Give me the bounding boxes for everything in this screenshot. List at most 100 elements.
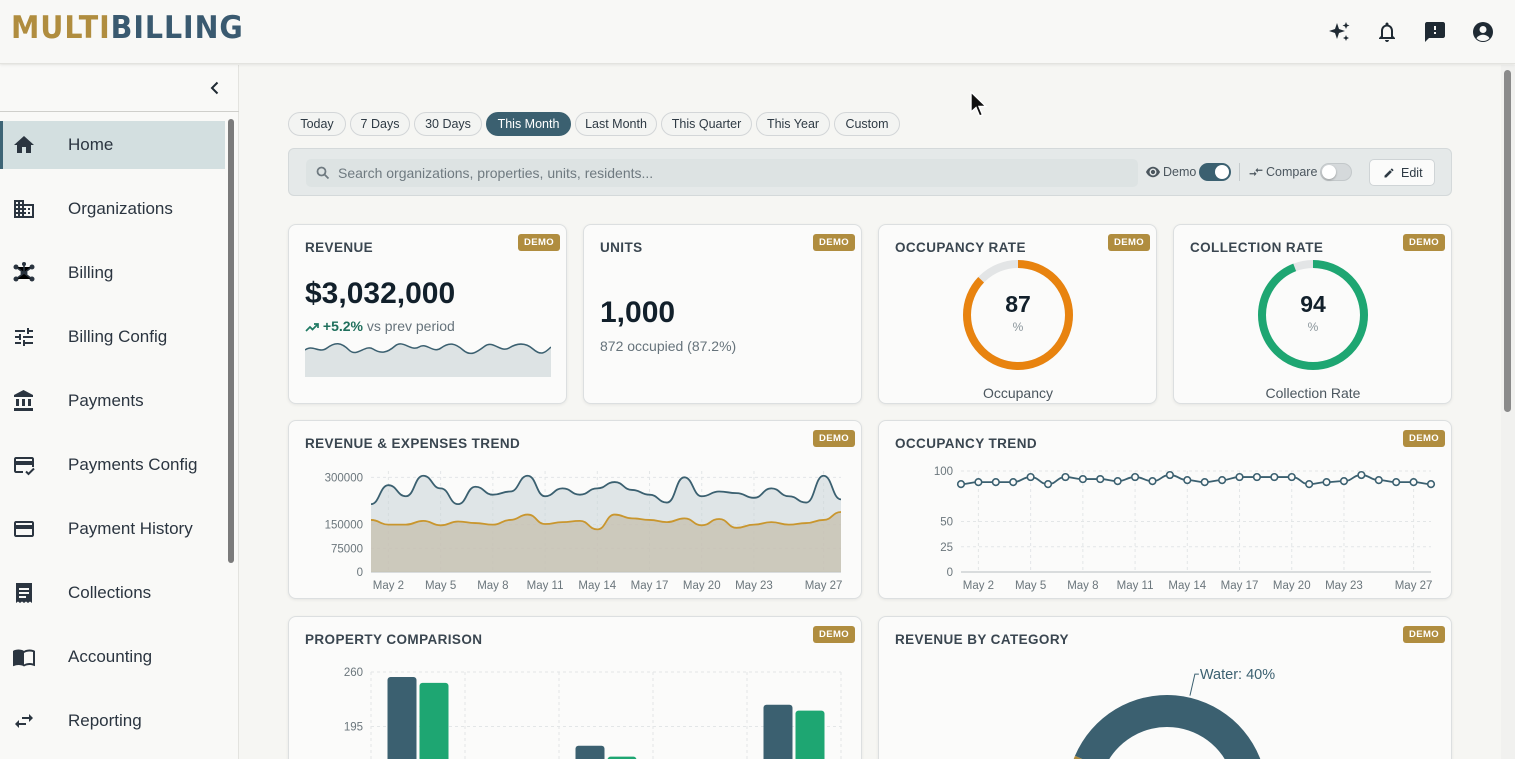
sidebar: Home Organizations Billing Billing Confi… bbox=[0, 65, 239, 759]
search-box[interactable] bbox=[306, 159, 1138, 187]
mouse-cursor-icon bbox=[970, 91, 988, 117]
data-point bbox=[1165, 470, 1174, 480]
compare-toggle[interactable] bbox=[1320, 163, 1352, 181]
collapse-sidebar-button[interactable] bbox=[205, 78, 225, 98]
card-title: OCCUPANCY TREND bbox=[895, 436, 1038, 451]
sidebar-item-label: Reporting bbox=[68, 711, 142, 730]
property-comparison-card: PROPERTY COMPARISON DEMO 195 260 bbox=[288, 616, 862, 759]
y-tick-label: 25 bbox=[940, 542, 953, 554]
book-icon bbox=[12, 645, 36, 669]
sidebar-item-label: Organizations bbox=[68, 199, 173, 218]
x-tick-label: May 14 bbox=[1168, 580, 1206, 592]
units-occupied: 872 occupied (87.2%) bbox=[600, 338, 737, 354]
x-tick-label: May 23 bbox=[1325, 580, 1363, 592]
bank-icon bbox=[12, 389, 36, 413]
filter-last-month[interactable]: Last Month bbox=[575, 112, 657, 136]
bar bbox=[763, 704, 793, 759]
filter-this-month[interactable]: This Month bbox=[486, 112, 571, 136]
occupancy-unit: % bbox=[1012, 320, 1024, 334]
trending-up-icon bbox=[305, 323, 319, 332]
data-point bbox=[991, 478, 1000, 487]
sidebar-item-home[interactable]: Home bbox=[0, 121, 225, 169]
x-tick-label: May 5 bbox=[425, 580, 456, 592]
card-title: UNITS bbox=[600, 240, 643, 255]
compare-icon bbox=[1249, 167, 1263, 177]
app-logo[interactable]: MULTIBILLING bbox=[11, 10, 244, 46]
series-area-2 bbox=[371, 512, 841, 572]
filter-7-days[interactable]: 7 Days bbox=[350, 112, 410, 136]
data-point bbox=[1270, 472, 1279, 482]
y-tick-label: 100 bbox=[934, 466, 953, 478]
sidebar-item-collections[interactable]: Collections bbox=[0, 569, 225, 617]
logo-text-multi: MULTI bbox=[11, 10, 111, 46]
sidebar-scrollbar[interactable] bbox=[228, 119, 234, 563]
data-point bbox=[1043, 480, 1053, 489]
toggle-knob bbox=[1215, 165, 1229, 179]
x-tick-label: May 11 bbox=[1117, 580, 1154, 592]
demo-badge: DEMO bbox=[518, 234, 561, 251]
sidebar-item-payments-config[interactable]: Payments Config bbox=[0, 441, 225, 489]
revenue-change-pct: +5.2% bbox=[322, 318, 363, 334]
sidebar-item-payments[interactable]: Payments bbox=[0, 377, 225, 425]
bar bbox=[419, 682, 449, 759]
revenue-value: $3,032,000 bbox=[305, 277, 456, 310]
data-point bbox=[1374, 475, 1383, 485]
filter-30-days[interactable]: 30 Days bbox=[414, 112, 482, 136]
x-tick-label: May 20 bbox=[683, 580, 721, 592]
feedback-icon[interactable] bbox=[1423, 20, 1447, 44]
sidebar-item-billing-config[interactable]: Billing Config bbox=[0, 313, 225, 361]
data-point bbox=[1061, 472, 1070, 482]
filter-custom[interactable]: Custom bbox=[834, 112, 900, 136]
revenue-sparkline bbox=[305, 343, 551, 377]
sidebar-item-reporting[interactable]: Reporting bbox=[0, 697, 225, 745]
data-point bbox=[1426, 480, 1436, 489]
x-tick-label: May 20 bbox=[1273, 580, 1311, 592]
sidebar-item-accounting[interactable]: Accounting bbox=[0, 633, 225, 681]
data-point bbox=[1130, 472, 1140, 482]
filter-today[interactable]: Today bbox=[288, 112, 346, 136]
slice-label: Water: 40% bbox=[1200, 667, 1275, 683]
revenue-change-suffix: vs prev period bbox=[366, 318, 455, 334]
series-line-2 bbox=[370, 511, 842, 531]
x-tick-label: May 23 bbox=[735, 580, 773, 592]
edit-button[interactable]: Edit bbox=[1369, 159, 1435, 186]
edit-label: Edit bbox=[1401, 166, 1423, 180]
revenue-change: +5.2% vs prev period bbox=[305, 318, 455, 334]
sidebar-item-billing[interactable]: Billing bbox=[0, 249, 225, 297]
revenue-expenses-card: REVENUE & EXPENSES TREND DEMO 0 75000 1500… bbox=[288, 420, 862, 599]
filter-this-year[interactable]: This Year bbox=[756, 112, 830, 136]
sidebar-item-payment-history[interactable]: Payment History bbox=[0, 505, 225, 553]
y-tick-label: 0 bbox=[357, 567, 363, 579]
pie-slice-water bbox=[1074, 695, 1261, 759]
sparkle-icon[interactable] bbox=[1327, 20, 1351, 44]
data-point bbox=[1078, 474, 1087, 484]
occupancy-trend-card: OCCUPANCY TREND DEMO 0 25 50 100 May 2 May 5 M… bbox=[878, 420, 1452, 599]
slice-label-line bbox=[1189, 673, 1199, 696]
data-point bbox=[1113, 476, 1122, 486]
card-title: REVENUE bbox=[305, 240, 374, 255]
sidebar-item-organizations[interactable]: Organizations bbox=[0, 185, 225, 233]
filter-this-quarter[interactable]: This Quarter bbox=[661, 112, 752, 136]
collection-value: 94 bbox=[1300, 291, 1326, 317]
bell-icon[interactable] bbox=[1375, 20, 1399, 44]
collection-gauge-arc bbox=[1258, 260, 1368, 370]
data-point bbox=[974, 478, 983, 487]
sidebar-item-label: Accounting bbox=[68, 647, 153, 666]
sidebar-item-label: Payment History bbox=[68, 519, 193, 538]
building-icon bbox=[12, 197, 36, 221]
search-input[interactable] bbox=[338, 163, 1128, 183]
data-point bbox=[1409, 478, 1418, 487]
bar bbox=[387, 677, 417, 759]
bar bbox=[795, 710, 825, 759]
account-icon[interactable] bbox=[1471, 20, 1495, 44]
y-tick-label: 75000 bbox=[331, 543, 363, 555]
sidebar-item-label: Payments bbox=[68, 391, 144, 410]
main-scrollbar-thumb[interactable] bbox=[1504, 70, 1511, 412]
data-point bbox=[1357, 470, 1366, 480]
data-point bbox=[1026, 472, 1035, 482]
chevron-left-icon bbox=[210, 81, 219, 95]
occupancy-gauge bbox=[963, 260, 1073, 370]
demo-toggle[interactable] bbox=[1199, 163, 1231, 181]
demo-badge: DEMO bbox=[813, 430, 856, 447]
units-card: UNITS DEMO 1,000 872 occupied (87.2%) bbox=[583, 224, 862, 404]
